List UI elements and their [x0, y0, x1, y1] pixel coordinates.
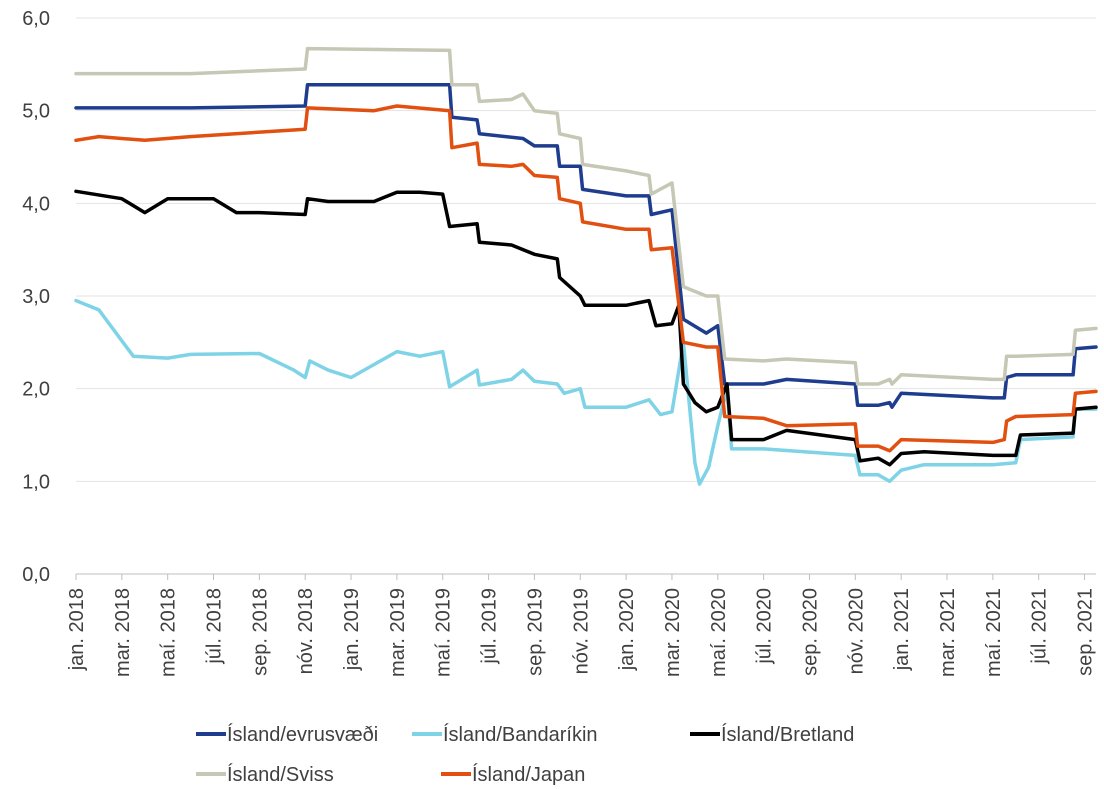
x-tick-label: jan. 2018 — [66, 588, 88, 671]
x-tick-label: jan. 2020 — [616, 588, 638, 671]
y-tick-label: 2,0 — [22, 379, 50, 401]
legend: Ísland/evrusvæði Ísland/Bandaríkin Ísland/… — [196, 723, 854, 786]
legend-label: Ísland/Sviss — [227, 763, 334, 786]
x-tick-label: júl. 2018 — [204, 588, 226, 665]
gridlines — [76, 17, 1096, 482]
y-tick-label: 4,0 — [22, 193, 50, 215]
x-tick-label: sep. 2021 — [1075, 588, 1097, 676]
y-tick-label: 5,0 — [22, 101, 50, 123]
x-tick-label: júl. 2019 — [479, 588, 501, 665]
x-tick-label: mar. 2018 — [112, 588, 134, 677]
y-axis: 0,0 1,0 2,0 3,0 4,0 5,0 6,0 — [22, 8, 50, 586]
y-tick-label: 0,0 — [22, 564, 50, 586]
x-tick-label: nóv. 2020 — [845, 588, 867, 674]
x-tick-label: nóv. 2018 — [295, 588, 317, 674]
x-tick-label: sep. 2019 — [524, 588, 546, 676]
x-tick-label: maí. 2020 — [708, 588, 730, 677]
series-lines — [74, 46, 1098, 486]
series-line--sland-bandar-kin — [74, 298, 1098, 486]
x-tick-label: maí. 2019 — [433, 588, 455, 677]
legend-label: Ísland/Bretland — [721, 723, 854, 746]
x-tick-label: júl. 2021 — [1029, 588, 1051, 665]
y-tick-label: 6,0 — [22, 8, 50, 30]
x-tick-label: maí. 2018 — [158, 588, 180, 677]
x-tick-label: jan. 2019 — [341, 588, 363, 671]
series-line--sland-japan — [74, 104, 1098, 453]
x-tick-label: mar. 2020 — [662, 588, 684, 677]
series-line--sland-bretland — [74, 189, 1098, 467]
x-tick-label: júl. 2020 — [754, 588, 776, 665]
y-tick-label: 3,0 — [22, 286, 50, 308]
x-tick-label: mar. 2019 — [387, 588, 409, 677]
series-line--sland-sviss — [74, 46, 1098, 386]
legend-label: Ísland/Bandaríkin — [443, 723, 598, 746]
x-tick-label: jan. 2021 — [891, 588, 913, 671]
x-tick-label: sep. 2020 — [799, 588, 821, 676]
x-axis: jan. 2018 mar. 2018 maí. 2018 júl. 2018 sep.… — [66, 573, 1097, 677]
y-tick-label: 1,0 — [22, 471, 50, 493]
legend-label: Ísland/Japan — [472, 763, 585, 786]
series-line--sland-evrusv-i — [74, 82, 1098, 409]
x-tick-label: nóv. 2019 — [570, 588, 592, 674]
legend-label: Ísland/evrusvæði — [227, 723, 378, 746]
x-tick-label: sep. 2018 — [249, 588, 271, 676]
x-tick-label: mar. 2021 — [937, 588, 959, 677]
x-tick-label: maí. 2021 — [983, 588, 1005, 677]
